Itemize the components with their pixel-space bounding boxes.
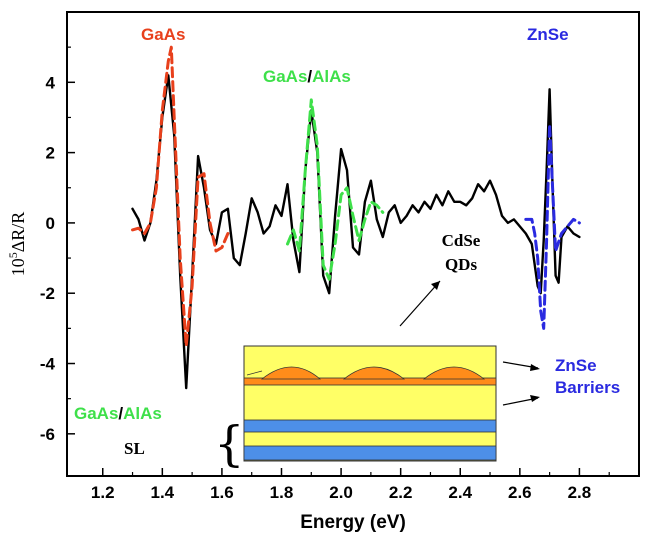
plot-frame (66, 11, 640, 477)
barrier-arrowhead-2 (530, 395, 540, 402)
y-tick-label: 0 (46, 214, 55, 233)
x-tick-label: 1.2 (91, 483, 115, 502)
inset-dot-3 (422, 366, 486, 380)
series-fit-znse_fit (524, 123, 581, 330)
inset-dot-pointer (246, 370, 263, 376)
label-sl-alas: AlAs (123, 404, 162, 423)
inset-sl-blue-2 (243, 445, 497, 461)
y-tick-label: -6 (40, 425, 55, 444)
label-gaas: GaAs (141, 25, 185, 44)
x-axis-title: Energy (eV) (300, 512, 406, 533)
inset-background (243, 345, 497, 462)
y-axis-title-rest: ΔR/R (8, 212, 28, 253)
y-tick-label: 4 (46, 73, 56, 92)
x-tick-label: 1.8 (270, 483, 294, 502)
x-axis-ticks: 1.2 1.4 1.6 1.8 2.0 2.2 2.4 2.6 2.8 (91, 468, 610, 502)
y-axis-title: 105ΔR/R (6, 212, 28, 277)
cdse-arrowhead (431, 281, 440, 290)
x-tick-label: 2.4 (448, 483, 472, 502)
label-znse: ZnSe (527, 25, 569, 44)
y-tick-label: -4 (40, 355, 56, 374)
sl-brace: { (214, 416, 245, 472)
x-tick-label: 2.6 (508, 483, 532, 502)
y-axis-title-sup: 5 (6, 252, 20, 258)
label-gaas-alas-top: GaAs/AlAs (263, 67, 351, 86)
label-sl: SL (124, 439, 145, 458)
x-tick-label: 1.6 (210, 483, 234, 502)
label-znse-barriers-1: ZnSe (555, 356, 597, 375)
label-gaas-alas-top-alas: AlAs (312, 67, 351, 86)
label-gaas-alas-top-slash: / (307, 67, 312, 86)
y-axis-title-base: 10 (8, 258, 28, 276)
barrier-arrowhead-1 (530, 364, 540, 371)
series-fit-gaas_alas_fit (286, 98, 385, 281)
series-layer (131, 45, 581, 390)
inset-dot-2 (342, 366, 406, 380)
x-tick-label: 1.4 (151, 483, 175, 502)
x-tick-label: 2.2 (389, 483, 413, 502)
label-sl-gaas: GaAs (74, 404, 118, 423)
x-tick-label: 2.8 (568, 483, 592, 502)
y-tick-label: 2 (46, 144, 55, 163)
label-znse-barriers-2: Barriers (555, 378, 620, 397)
series-fit-gaas_fit (131, 45, 230, 348)
label-gaas-alas-top-gaas: GaAs (263, 67, 307, 86)
inset-structure (243, 345, 497, 462)
y-axis-ticks: 4 2 0 -2 -4 -6 (40, 46, 75, 444)
inset-sl-blue-1 (243, 419, 497, 433)
label-gaas-alas-sl: GaAs/AlAs (74, 404, 162, 423)
label-qds: QDs (445, 255, 478, 274)
inset-dot-1 (260, 366, 322, 380)
label-sl-slash: / (118, 404, 123, 423)
label-cdse: CdSe (442, 231, 481, 250)
y-tick-label: -2 (40, 284, 55, 303)
cdse-arrow (399, 280, 441, 327)
x-tick-label: 2.0 (329, 483, 353, 502)
